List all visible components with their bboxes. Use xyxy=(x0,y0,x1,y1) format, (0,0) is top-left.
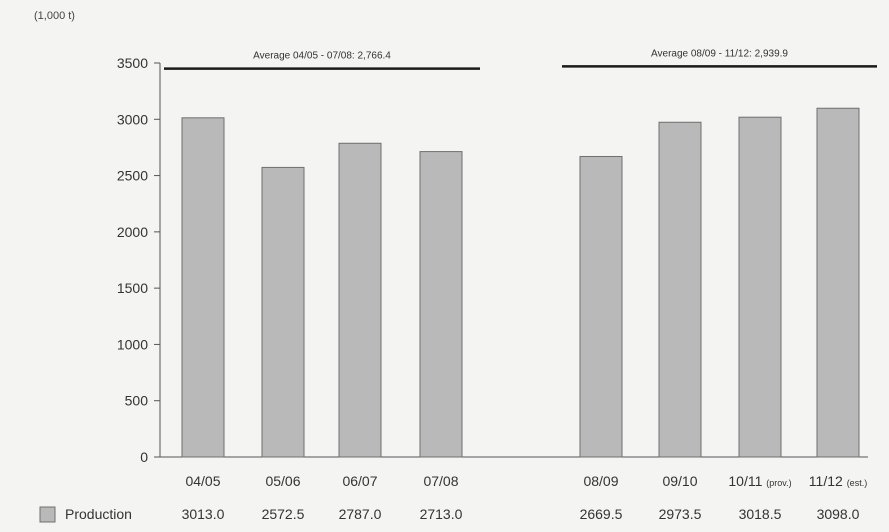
x-tick-label: 06/07 xyxy=(342,473,377,489)
x-tick-label: 10/11 (prov.) xyxy=(728,473,791,489)
x-tick-labels-group: 04/05 05/06 06/07 07/08 08/09 09/10 10/11 (pro… xyxy=(185,473,867,489)
y-tick-label: 1500 xyxy=(117,280,148,296)
data-value-label: 2973.5 xyxy=(659,506,702,522)
x-tick-label: 05/06 xyxy=(265,473,300,489)
data-value-label: 3018.5 xyxy=(739,506,782,522)
bar-08-09 xyxy=(579,155,623,458)
data-value-label: 2787.0 xyxy=(339,506,382,522)
x-tick-label: 08/09 xyxy=(583,473,618,489)
data-value-label: 2713.0 xyxy=(420,506,463,522)
legend-label: Production xyxy=(65,506,132,522)
y-unit-label: (1,000 t) xyxy=(34,10,75,22)
data-value-label: 2669.5 xyxy=(580,506,623,522)
x-tick-label: 04/05 xyxy=(185,473,220,489)
legend: Production xyxy=(39,506,132,523)
y-tick-label: 2500 xyxy=(117,168,148,184)
data-value-label: 3013.0 xyxy=(182,506,225,522)
bar-04-05 xyxy=(181,117,225,458)
y-tick-label: 3000 xyxy=(117,111,148,127)
bar-10-11-prov xyxy=(738,116,782,458)
bar-07-08 xyxy=(419,151,463,458)
average-label-2: Average 08/09 - 11/12: 2,939.9 xyxy=(651,48,788,59)
y-tick-label: 2000 xyxy=(117,224,148,240)
bars-group xyxy=(181,107,860,458)
data-value-label: 3098.0 xyxy=(817,506,860,522)
y-tick-label: 0 xyxy=(140,449,148,465)
average-lines-group: Average 04/05 - 07/08: 2,766.4 Average 08… xyxy=(164,48,877,70)
y-tick-label: 3500 xyxy=(117,55,148,71)
data-value-label: 2572.5 xyxy=(262,506,305,522)
bar-09-10 xyxy=(658,121,702,458)
x-tick-label: 07/08 xyxy=(423,473,458,489)
y-tick-label: 1000 xyxy=(117,336,148,352)
y-tick-label: 500 xyxy=(125,393,149,409)
x-tick-label: 09/10 xyxy=(662,473,697,489)
legend-swatch xyxy=(39,506,56,523)
bar-05-06 xyxy=(261,166,305,458)
bar-06-07 xyxy=(338,142,382,458)
x-tick-label: 11/12 (est.) xyxy=(809,473,867,489)
value-labels-group: 3013.0 2572.5 2787.0 2713.0 2669.5 2973.5 3018… xyxy=(182,506,860,522)
bar-11-12-est xyxy=(816,107,860,458)
average-label-1: Average 04/05 - 07/08: 2,766.4 xyxy=(253,51,391,62)
